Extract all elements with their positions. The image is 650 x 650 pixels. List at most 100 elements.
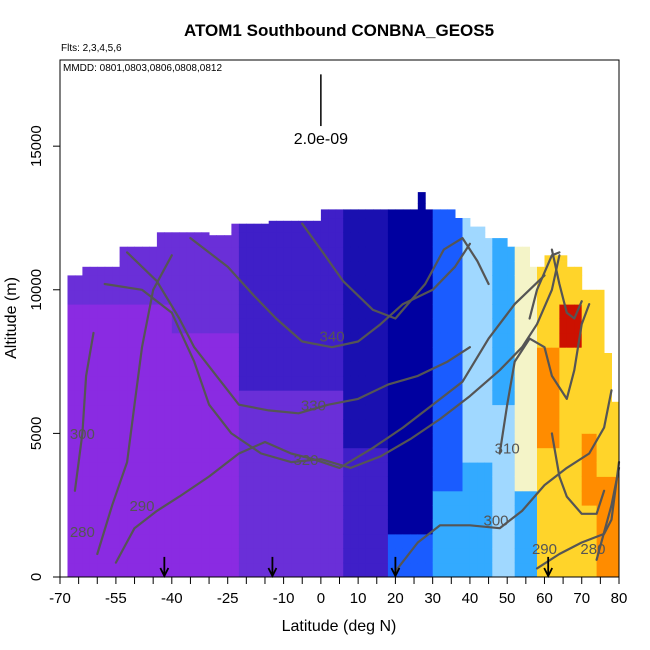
heatmap-cell xyxy=(350,533,359,549)
heatmap-cell xyxy=(395,375,404,391)
heatmap-cell xyxy=(74,289,83,305)
heatmap-cell xyxy=(97,318,106,334)
heatmap-cell xyxy=(410,375,419,391)
heatmap-cell xyxy=(194,433,203,449)
heatmap-cell xyxy=(298,433,307,449)
heatmap-cell xyxy=(440,375,448,391)
heatmap-cell xyxy=(201,447,210,463)
heatmap-cell xyxy=(231,433,240,449)
heatmap-cell xyxy=(514,261,523,276)
heatmap-cell xyxy=(589,548,598,564)
heatmap-cell xyxy=(581,347,590,362)
heatmap-cell xyxy=(156,246,165,262)
heatmap-cell xyxy=(343,519,352,535)
heatmap-cell xyxy=(246,490,255,506)
heatmap-cell xyxy=(231,404,240,420)
heatmap-cell xyxy=(216,347,225,362)
heatmap-cell xyxy=(574,318,583,334)
heatmap-cell xyxy=(492,562,501,578)
heatmap-cell xyxy=(298,562,307,578)
heatmap-cell xyxy=(253,447,262,463)
heatmap-cell xyxy=(410,419,419,434)
contour-line xyxy=(103,254,561,469)
heatmap-cell xyxy=(559,533,568,549)
heatmap-cell xyxy=(246,462,255,477)
heatmap-cell xyxy=(559,390,568,406)
heatmap-cell xyxy=(335,533,344,549)
heatmap-cell xyxy=(514,433,523,449)
heatmap-cell xyxy=(447,275,456,291)
heatmap-cell xyxy=(432,289,441,305)
heatmap-cell xyxy=(387,261,396,276)
heatmap-cell xyxy=(402,347,411,362)
heatmap-cell xyxy=(551,318,560,334)
heatmap-cell xyxy=(246,289,255,305)
heatmap-cell xyxy=(529,447,538,463)
heatmap-cell xyxy=(604,390,612,406)
heatmap-cell xyxy=(484,246,493,262)
heatmap-cell xyxy=(551,404,560,420)
heatmap-cell xyxy=(559,332,568,348)
heatmap-cell xyxy=(112,375,121,391)
heatmap-cell xyxy=(291,433,299,449)
heatmap-cell xyxy=(417,462,426,477)
heatmap-cell xyxy=(74,304,83,319)
heatmap-cell xyxy=(253,232,262,248)
heatmap-cell xyxy=(611,519,620,535)
heatmap-cell xyxy=(238,289,247,305)
heatmap-cell xyxy=(447,490,456,506)
heatmap-cell xyxy=(581,361,590,377)
heatmap-cell xyxy=(522,361,530,377)
heatmap-cell xyxy=(410,332,419,348)
heatmap-cell xyxy=(350,447,359,463)
heatmap-cell xyxy=(492,289,501,305)
heatmap-cell xyxy=(261,533,270,549)
heatmap-cell xyxy=(358,261,366,276)
heatmap-cell xyxy=(365,533,374,549)
heatmap-cell xyxy=(164,519,173,535)
heatmap-cell xyxy=(402,390,411,406)
heatmap-cell xyxy=(186,519,195,535)
heatmap-cell xyxy=(142,347,150,362)
heatmap-cell xyxy=(134,476,143,492)
heatmap-cell xyxy=(350,261,359,276)
scale-indicator: 2.0e-09 xyxy=(294,74,348,148)
heatmap-cell xyxy=(224,447,232,463)
heatmap-cell xyxy=(186,246,195,262)
heatmap-cell xyxy=(402,447,411,463)
x-tick-label: -25 xyxy=(217,590,239,607)
heatmap-cell xyxy=(395,332,404,348)
heatmap-cell xyxy=(201,519,210,535)
heatmap-cell xyxy=(179,419,188,434)
heatmap-cell xyxy=(268,476,277,492)
heatmap-cell xyxy=(350,218,359,233)
heatmap-cell xyxy=(119,447,128,463)
heatmap-cell xyxy=(417,562,426,578)
heatmap-cell xyxy=(328,347,337,362)
heatmap-cell xyxy=(514,361,523,377)
heatmap-cell xyxy=(253,275,262,291)
contour-line xyxy=(550,248,583,320)
heatmap-cell xyxy=(313,404,322,420)
heatmap-cell xyxy=(164,261,173,276)
heatmap-cell xyxy=(499,289,508,305)
heatmap-cell xyxy=(194,347,203,362)
heatmap-cell xyxy=(432,419,441,434)
heatmap-cell xyxy=(186,304,195,319)
heatmap-cell xyxy=(253,419,262,434)
heatmap-cell xyxy=(328,361,337,377)
heatmap-cell xyxy=(194,447,203,463)
heatmap-cell xyxy=(581,548,590,564)
heatmap-cell xyxy=(238,447,247,463)
heatmap-cell xyxy=(89,266,98,276)
heatmap-cell xyxy=(544,533,553,549)
heatmap-cell xyxy=(97,347,106,362)
heatmap-cell xyxy=(238,462,247,477)
heatmap-cell xyxy=(335,390,344,406)
heatmap-cell xyxy=(209,361,217,377)
heatmap-cell xyxy=(186,275,195,291)
heatmap-cell xyxy=(365,232,374,248)
heatmap-cell xyxy=(522,533,530,549)
heatmap-cell xyxy=(537,266,545,276)
heatmap-cell xyxy=(574,361,583,377)
